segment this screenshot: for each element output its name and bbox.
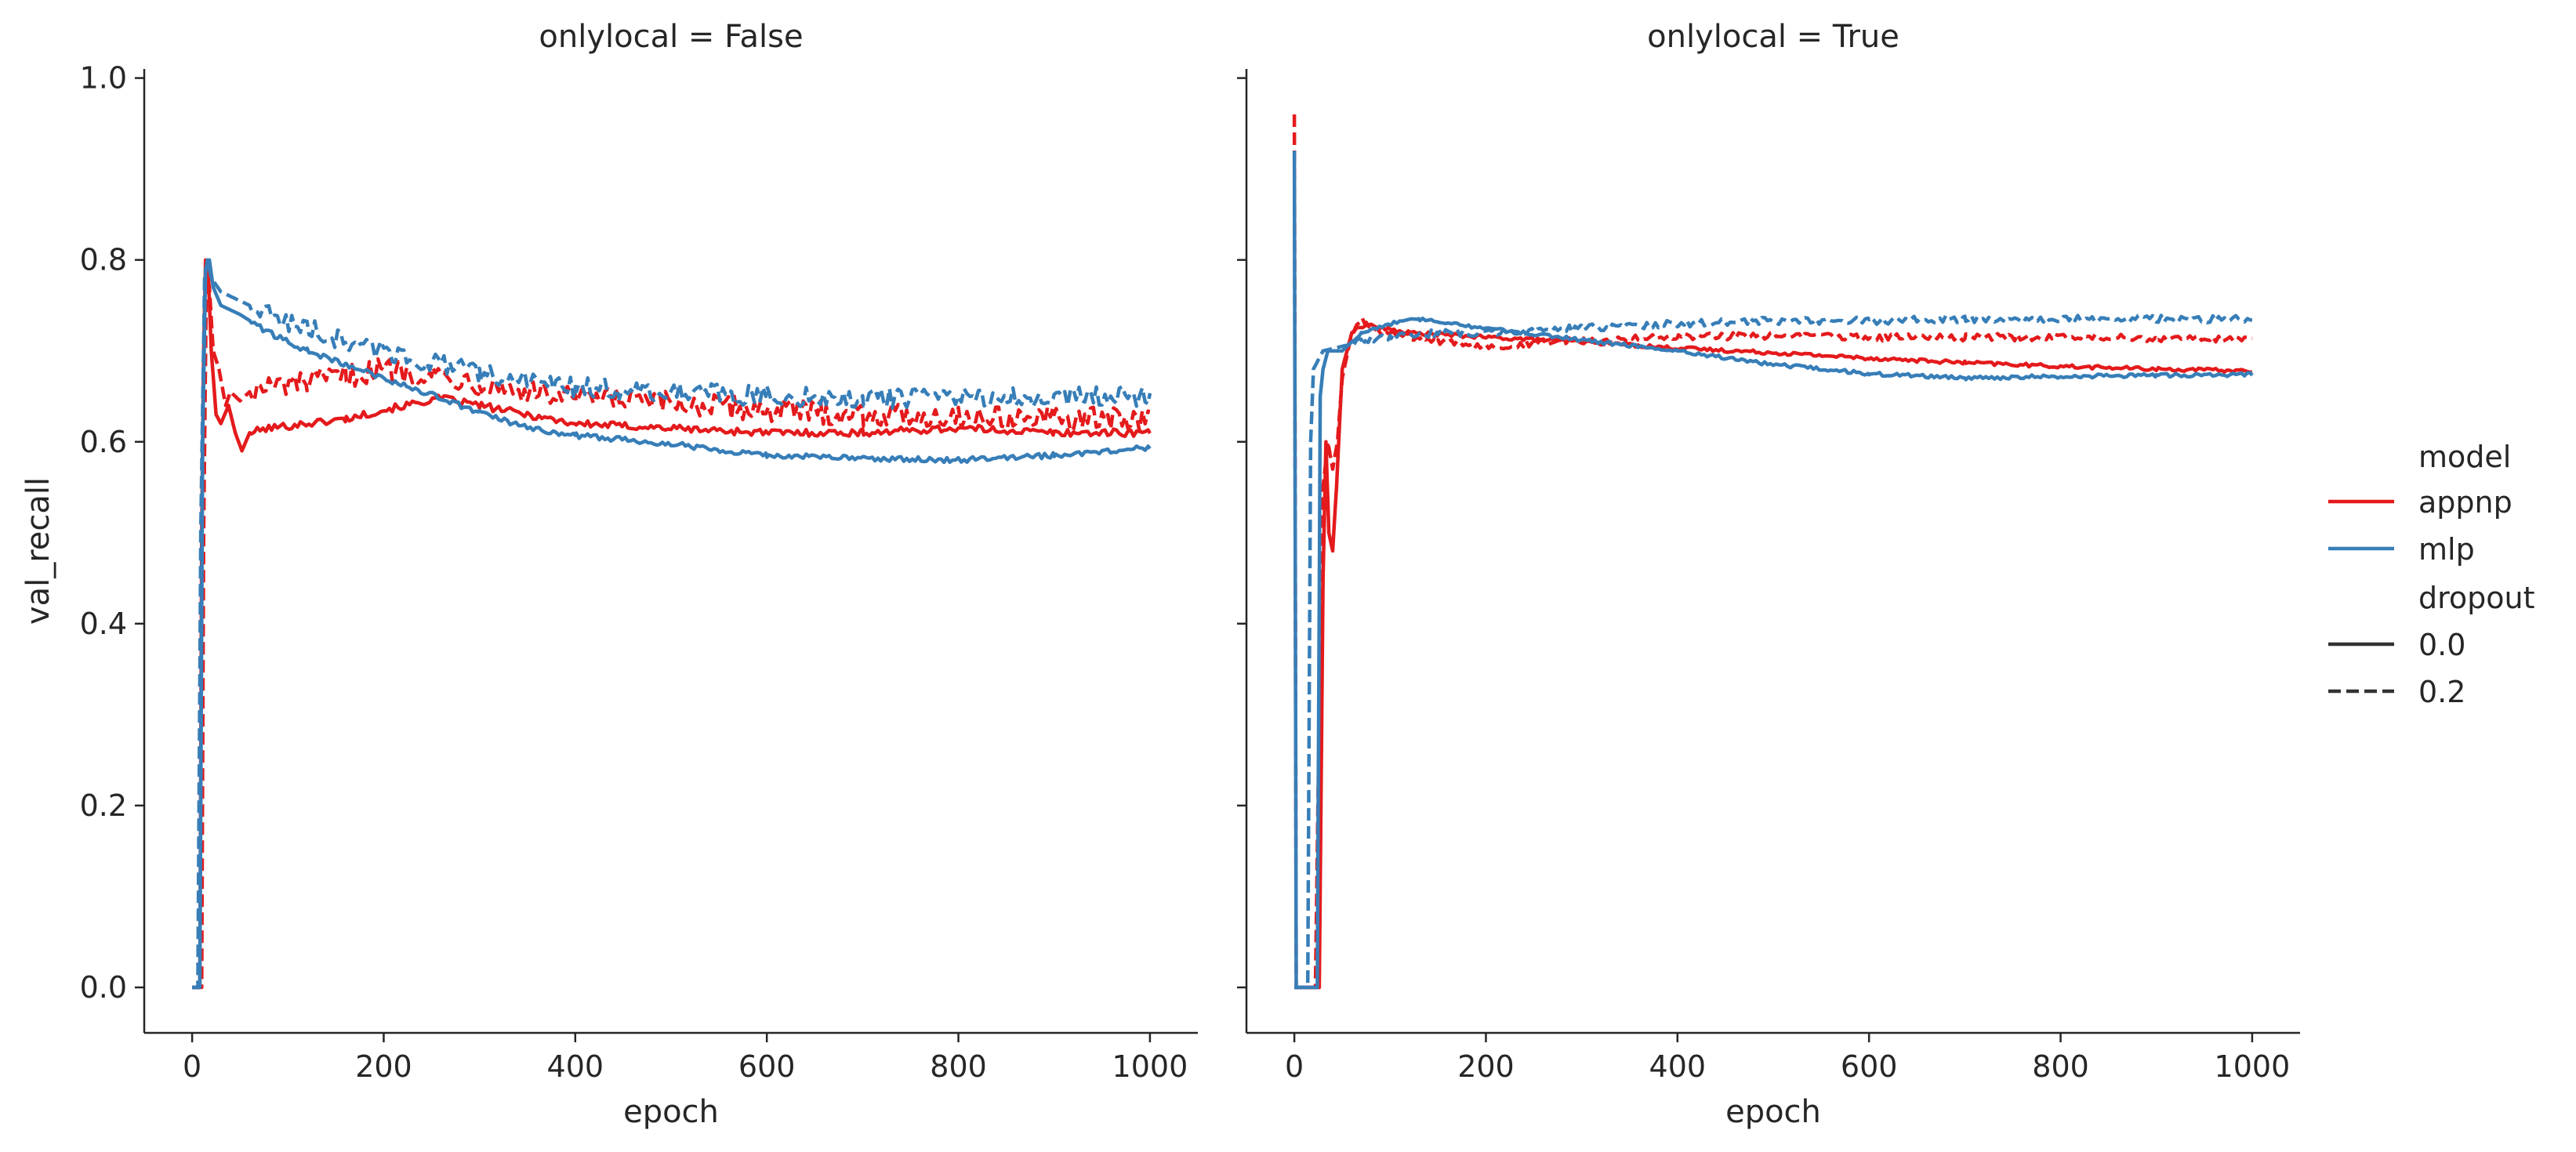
y-tick-label: 0.6 [80,425,127,459]
y-tick-label: 0.0 [80,970,127,1005]
x-tick-label: 400 [1649,1049,1707,1084]
ticks-layer: 0 200 400 600 800 1000 [1237,77,2291,1084]
series-appnp-dropout-00-line [191,258,1152,990]
legend-title-model: model [2418,440,2511,474]
legend: model appnp mlp dropout 0.0 0.2 [2328,440,2535,709]
x-tick-label: 600 [738,1049,796,1084]
x-tick-label: 400 [547,1049,604,1084]
series-appnp-dropout-02-line [191,267,1151,990]
x-tick-label: 800 [930,1049,987,1084]
series-mlp-dropout-00-line [191,258,1152,990]
x-axis-label: epoch [1725,1094,1821,1130]
panel-onlylocal-false: onlylocal = False 0 200 400 600 800 1000 0.0 0.… [20,19,1198,1130]
series-layer [191,258,1152,990]
x-tick-label: 0 [1285,1049,1304,1084]
x-tick-label: 1000 [2215,1049,2291,1084]
x-tick-label: 200 [355,1049,412,1084]
y-tick-label: 0.2 [80,788,127,823]
y-axis-label: val_recall [20,477,56,625]
y-tick-label: 1.0 [80,61,127,96]
legend-label-appnp: appnp [2418,485,2513,520]
x-tick-label: 0 [183,1049,201,1084]
y-tick-label: 0.8 [80,243,127,277]
ticks-layer: 0 200 400 600 800 1000 0.0 0.2 0.4 0.6 0.8 1.0 [80,61,1188,1084]
panel-title: onlylocal = False [539,19,803,55]
y-tick-label: 0.4 [80,607,127,641]
x-axis-label: epoch [623,1094,719,1130]
x-tick-label: 200 [1457,1049,1515,1084]
panel-title: onlylocal = True [1647,19,1899,55]
legend-label-mlp: mlp [2418,532,2475,567]
legend-label-dropout-0: 0.0 [2418,628,2465,662]
series-mlp-dropout-02-line [191,258,1152,990]
panel-onlylocal-true: onlylocal = True 0 200 400 600 800 1000 epoch [1237,19,2300,1130]
legend-title-dropout: dropout [2418,581,2535,615]
series-mlp-dropout-02-line [1293,313,2252,990]
legend-label-dropout-02: 0.2 [2418,675,2465,709]
series-appnp-dropout-00-line [1293,321,2253,990]
series-mlp-dropout-00-line [1292,150,2254,990]
series-appnp-dropout-02-line [1292,114,2253,990]
x-tick-label: 600 [1841,1049,1898,1084]
series-layer [1292,114,2254,990]
x-tick-label: 1000 [1112,1049,1188,1084]
x-tick-label: 800 [2032,1049,2089,1084]
